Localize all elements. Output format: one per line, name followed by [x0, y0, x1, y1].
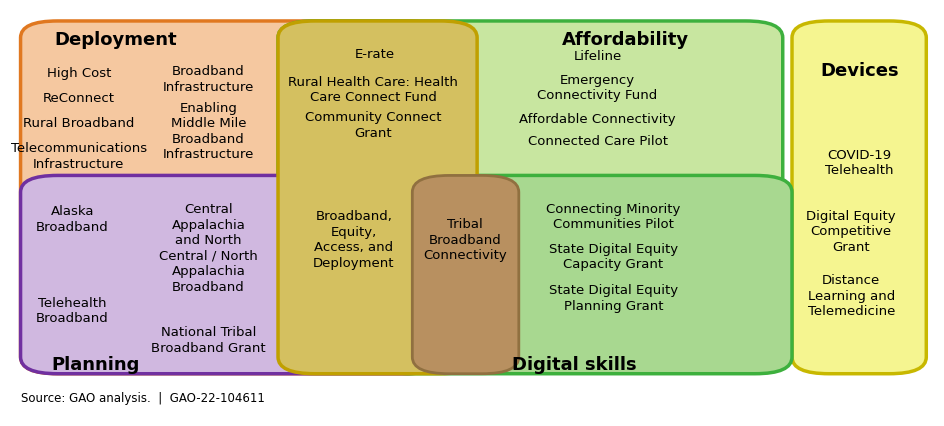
- Text: State Digital Equity
Planning Grant: State Digital Equity Planning Grant: [548, 284, 677, 313]
- Text: Deployment: Deployment: [55, 31, 177, 49]
- Text: Digital skills: Digital skills: [512, 357, 636, 374]
- Text: Distance
Learning and
Telemedicine: Distance Learning and Telemedicine: [807, 274, 894, 319]
- Text: Alaska
Broadband: Alaska Broadband: [36, 205, 109, 233]
- Text: Lifeline: Lifeline: [573, 50, 621, 63]
- Text: Broadband,
Equity,
Access, and
Deployment: Broadband, Equity, Access, and Deploymen…: [312, 210, 395, 270]
- Text: Digital Equity
Competitive
Grant: Digital Equity Competitive Grant: [805, 210, 895, 254]
- Text: Community Connect
Grant: Community Connect Grant: [305, 111, 441, 140]
- Text: Enabling
Middle Mile
Broadband
Infrastructure: Enabling Middle Mile Broadband Infrastru…: [162, 102, 254, 161]
- FancyBboxPatch shape: [412, 176, 518, 374]
- Text: Central
Appalachia
and North
Central / North
Appalachia
Broadband: Central Appalachia and North Central / N…: [159, 203, 258, 294]
- Text: Emergency
Connectivity Fund: Emergency Connectivity Fund: [537, 74, 657, 102]
- Text: State Digital Equity
Capacity Grant: State Digital Equity Capacity Grant: [548, 242, 677, 271]
- Text: Planning: Planning: [51, 357, 140, 374]
- Text: Tribal
Broadband
Connectivity: Tribal Broadband Connectivity: [423, 218, 506, 262]
- Text: Affordability: Affordability: [561, 31, 688, 49]
- FancyBboxPatch shape: [21, 176, 442, 374]
- Text: Connecting Minority
Communities Pilot: Connecting Minority Communities Pilot: [546, 203, 680, 231]
- FancyBboxPatch shape: [278, 21, 782, 288]
- FancyBboxPatch shape: [375, 176, 791, 374]
- Text: Telecommunications
Infrastructure: Telecommunications Infrastructure: [10, 142, 147, 171]
- FancyBboxPatch shape: [278, 21, 477, 374]
- Text: COVID-19
Telehealth: COVID-19 Telehealth: [824, 149, 893, 177]
- FancyBboxPatch shape: [791, 21, 925, 374]
- Text: Connected Care Pilot: Connected Care Pilot: [527, 135, 666, 148]
- Text: Rural Health Care: Health
Care Connect Fund: Rural Health Care: Health Care Connect F…: [288, 75, 458, 104]
- Text: Telehealth
Broadband: Telehealth Broadband: [36, 297, 109, 325]
- Text: National Tribal
Broadband Grant: National Tribal Broadband Grant: [151, 326, 265, 354]
- Text: Source: GAO analysis.  |  GAO-22-104611: Source: GAO analysis. | GAO-22-104611: [21, 392, 264, 405]
- Text: ReConnect: ReConnect: [42, 92, 115, 105]
- Text: Rural Broadband: Rural Broadband: [24, 117, 134, 130]
- Text: Broadband
Infrastructure: Broadband Infrastructure: [162, 65, 254, 94]
- FancyBboxPatch shape: [21, 21, 442, 374]
- Text: Affordable Connectivity: Affordable Connectivity: [518, 112, 675, 126]
- Text: High Cost: High Cost: [46, 66, 111, 80]
- Text: Devices: Devices: [819, 62, 898, 80]
- Text: E-rate: E-rate: [355, 48, 395, 61]
